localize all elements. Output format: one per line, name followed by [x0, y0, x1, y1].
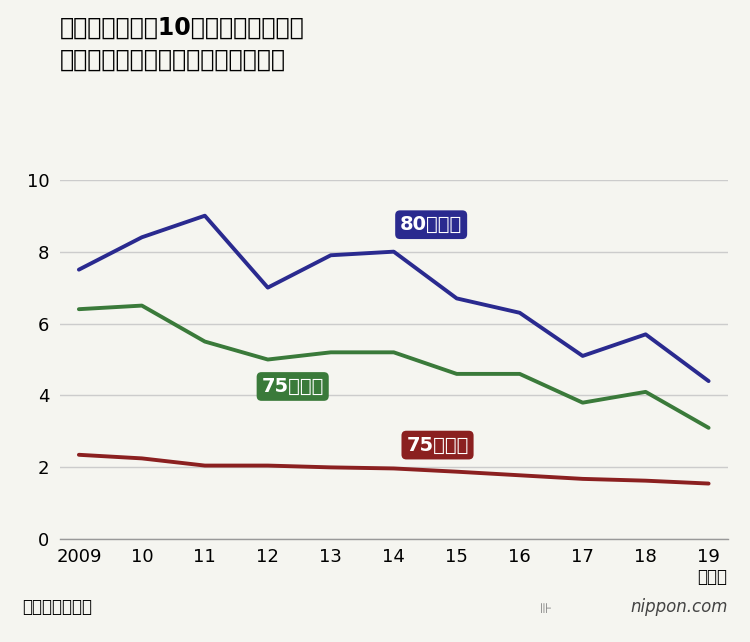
Text: （年）: （年） — [698, 568, 728, 586]
Text: 年齢別運転者の死亡事故件数の推移: 年齢別運転者の死亡事故件数の推移 — [60, 48, 286, 72]
Text: 80歳以上: 80歳以上 — [400, 215, 462, 234]
Text: 75歳未満: 75歳未満 — [406, 435, 469, 455]
Text: ⊪: ⊪ — [540, 602, 552, 616]
Text: 75歳以上: 75歳以上 — [262, 377, 324, 396]
Text: nippon.com: nippon.com — [630, 598, 728, 616]
Text: （警察庁調べ）: （警察庁調べ） — [22, 598, 92, 616]
Text: 運転免許保有者10万人当たりで見た: 運転免許保有者10万人当たりで見た — [60, 16, 304, 40]
